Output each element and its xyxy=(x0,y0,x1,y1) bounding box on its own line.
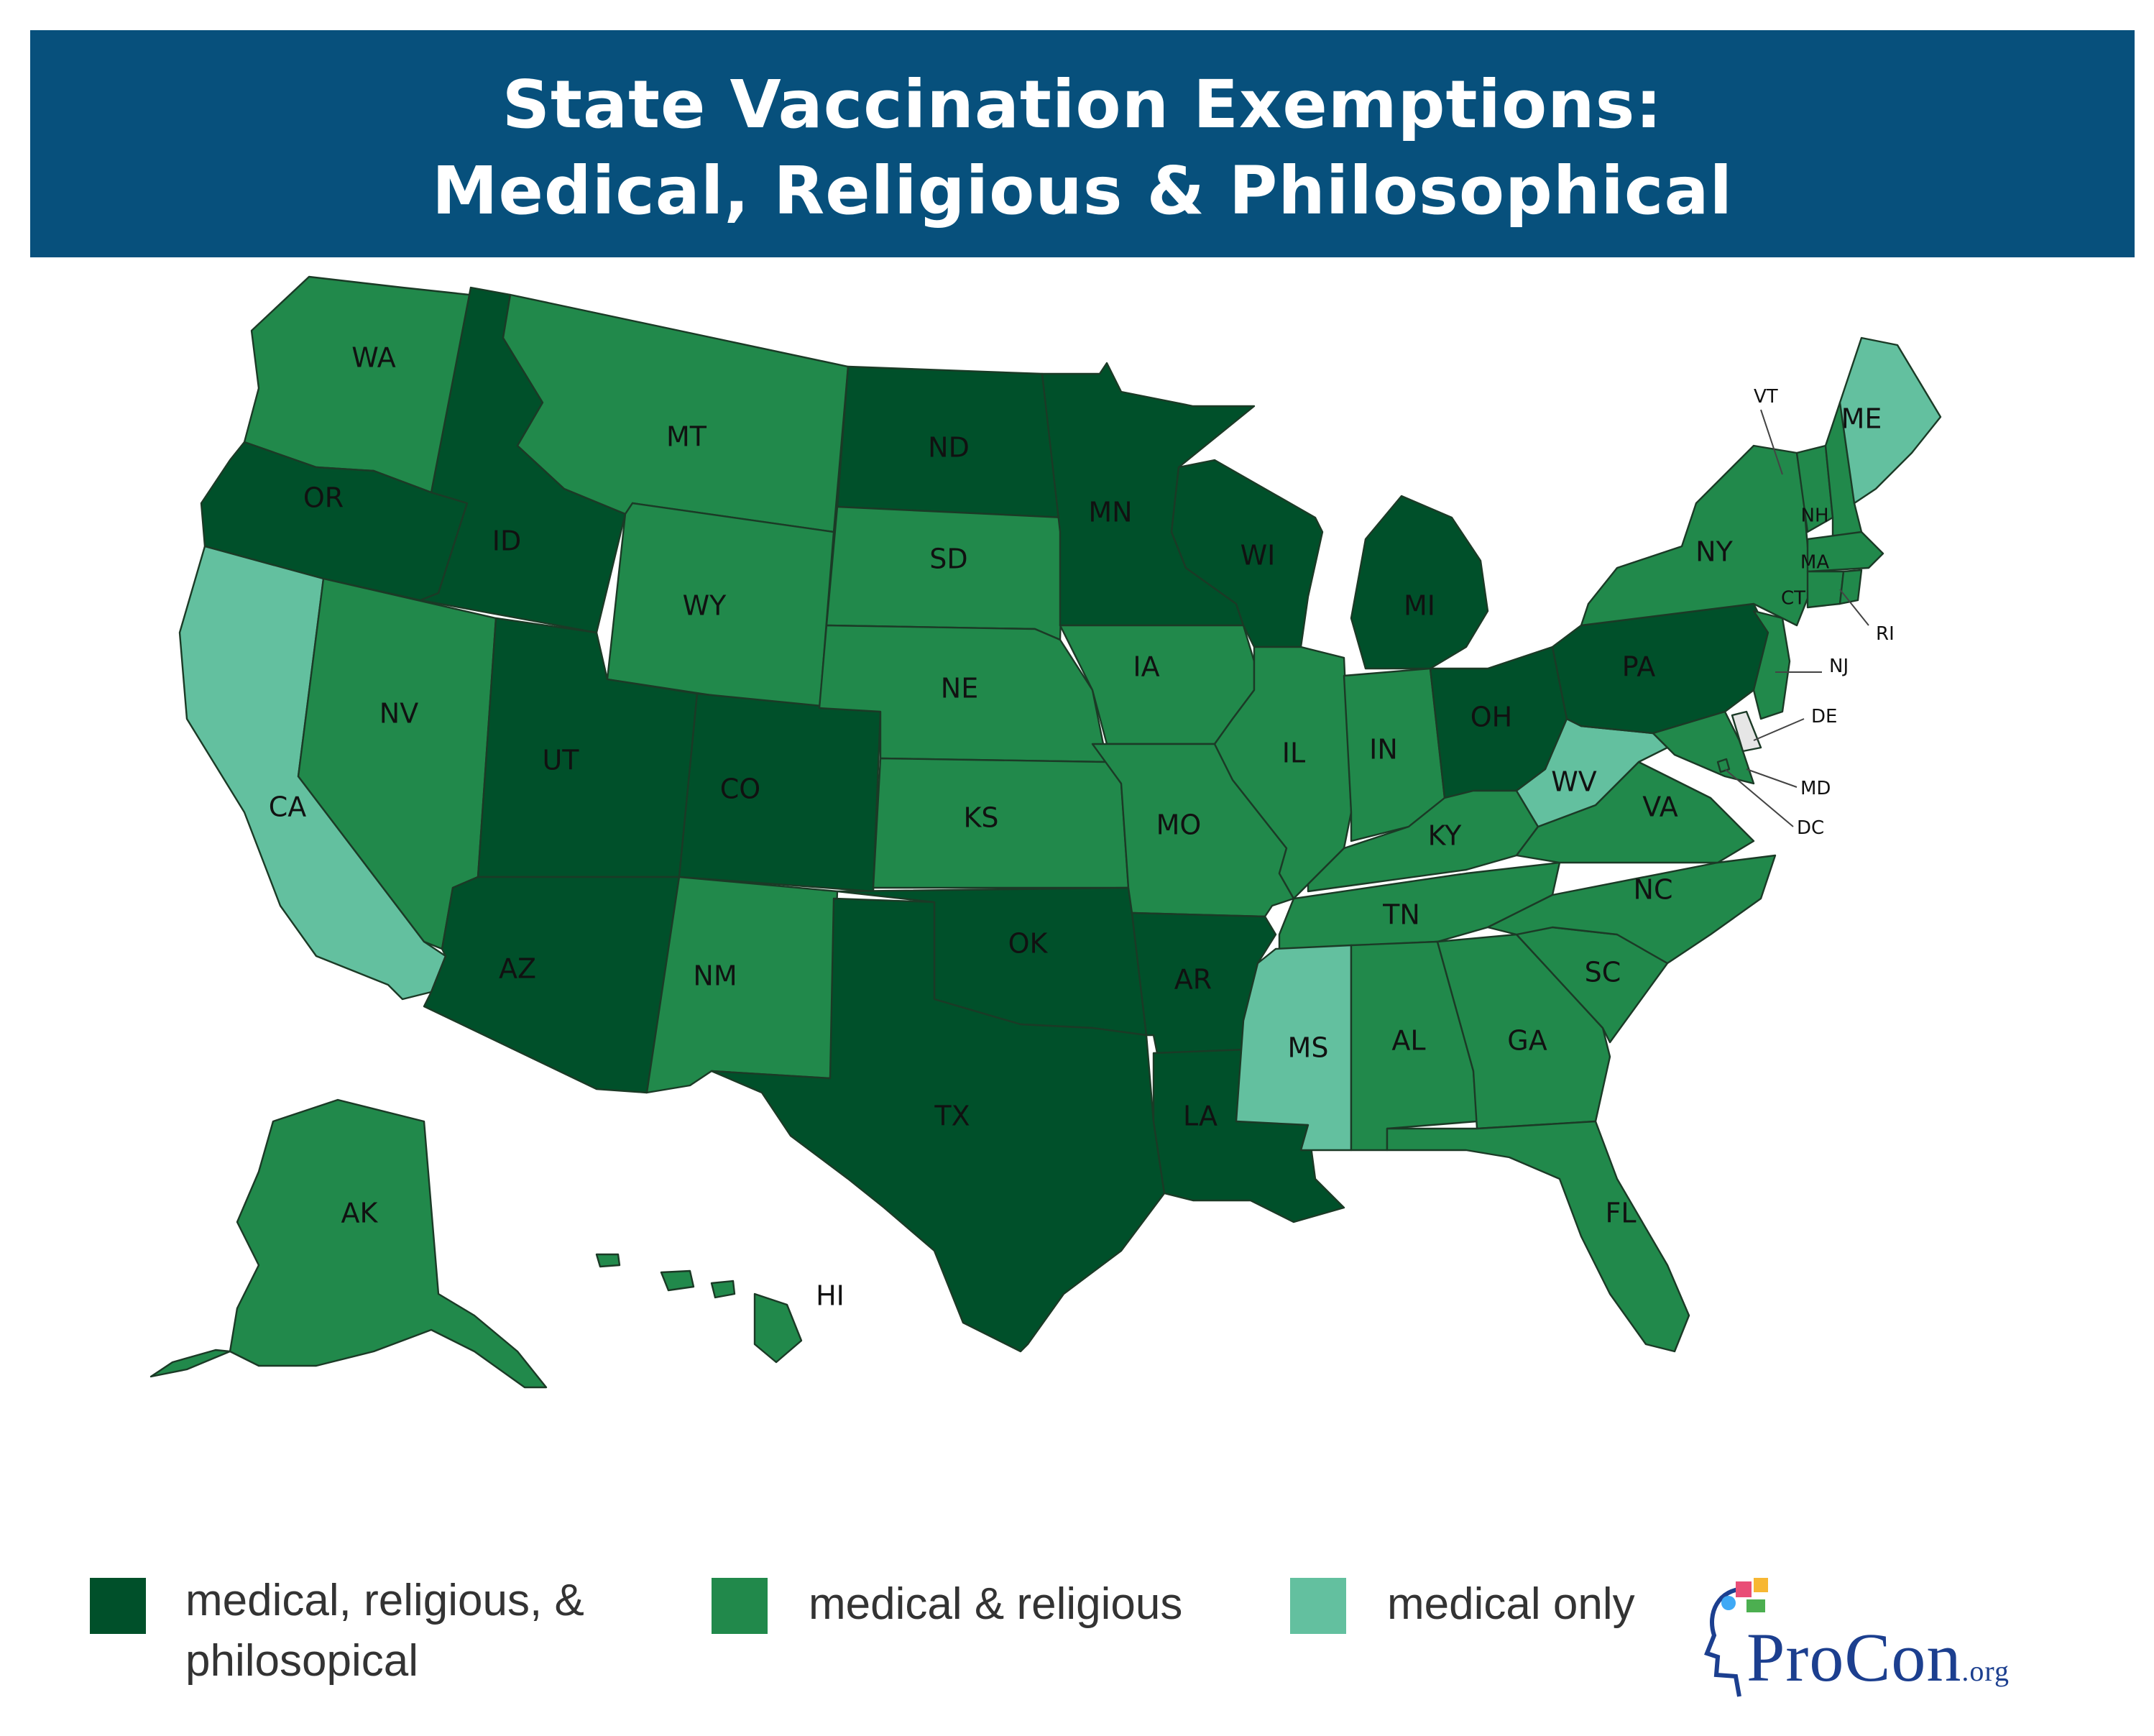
state-dc[interactable] xyxy=(1716,758,1731,773)
legend-label-medical-only: medical only xyxy=(1387,1579,1635,1629)
label-wi: WI xyxy=(1241,540,1276,571)
procon-wordmark-suffix: .org xyxy=(1961,1655,2010,1687)
label-il: IL xyxy=(1282,738,1305,769)
label-de: DE xyxy=(1811,706,1837,727)
label-nm: NM xyxy=(693,960,737,992)
state-de[interactable] xyxy=(1731,710,1762,753)
state-nj[interactable] xyxy=(1752,610,1791,720)
label-ky: KY xyxy=(1428,820,1463,852)
label-va: VA xyxy=(1642,791,1678,823)
label-fl: FL xyxy=(1605,1198,1636,1229)
label-sd: SD xyxy=(929,543,967,575)
title-line-2: Medical, Religious & Philosophical xyxy=(431,152,1734,229)
label-mn: MN xyxy=(1088,497,1132,528)
legend-swatch-medical-religious xyxy=(712,1578,768,1634)
callout-lines xyxy=(1724,409,1869,827)
state-nc[interactable] xyxy=(1486,854,1777,965)
state-fl[interactable] xyxy=(1386,1120,1690,1353)
title-banner: State Vaccination Exemptions: Medical, R… xyxy=(30,30,2135,257)
label-ks: KS xyxy=(963,802,998,834)
label-ri: RI xyxy=(1876,623,1895,645)
label-mi: MI xyxy=(1404,590,1435,622)
label-hi: HI xyxy=(816,1280,844,1312)
label-nv: NV xyxy=(379,698,418,730)
label-nd: ND xyxy=(928,432,970,464)
label-co: CO xyxy=(720,773,760,805)
label-wv: WV xyxy=(1551,766,1597,798)
legend-label-line-2: philosopical xyxy=(185,1636,418,1686)
state-hi-islands xyxy=(595,1253,736,1299)
state-hi[interactable] xyxy=(753,1292,803,1364)
label-nc: NC xyxy=(1634,874,1673,906)
label-wa: WA xyxy=(351,342,396,374)
state-ks[interactable] xyxy=(872,757,1130,889)
label-ga: GA xyxy=(1507,1025,1547,1057)
label-ms: MS xyxy=(1288,1032,1329,1064)
label-mt: MT xyxy=(666,421,707,453)
label-tx: TX xyxy=(934,1101,970,1132)
state-ma[interactable] xyxy=(1806,531,1884,573)
procon-logo: ProCon.org xyxy=(1696,1574,2099,1704)
label-in: IN xyxy=(1369,734,1398,766)
state-nm[interactable] xyxy=(645,876,839,1094)
legend-label-medical-religious-philosophical: medical, religious, & philosopical xyxy=(185,1571,584,1691)
label-ca: CA xyxy=(269,791,307,823)
label-al: AL xyxy=(1391,1025,1425,1057)
label-ny: NY xyxy=(1695,536,1733,568)
label-ut: UT xyxy=(542,745,579,776)
label-dc: DC xyxy=(1797,817,1824,839)
label-or: OR xyxy=(303,482,344,514)
legend-label-medical-religious: medical & religious xyxy=(809,1579,1183,1629)
state-ri[interactable] xyxy=(1838,569,1863,605)
label-la: LA xyxy=(1183,1101,1218,1132)
legend-label-line-1: medical, religious, & xyxy=(185,1576,584,1625)
procon-wordmark: ProCon.org xyxy=(1746,1617,2010,1697)
state-ct[interactable] xyxy=(1806,570,1845,609)
label-ak: AK xyxy=(341,1198,379,1229)
state-ak[interactable] xyxy=(229,1098,548,1389)
label-pa: PA xyxy=(1622,651,1655,683)
label-ct: CT xyxy=(1781,588,1805,610)
label-nj: NJ xyxy=(1829,656,1849,677)
label-tn: TN xyxy=(1382,899,1420,931)
state-labels: WA OR CA ID NV MT WY UT AZ CO NM ND SD N… xyxy=(269,342,1895,1312)
legend-swatch-medical-religious-philosophical xyxy=(90,1578,146,1634)
state-ak-peninsula xyxy=(149,1349,231,1378)
label-ar: AR xyxy=(1174,964,1212,996)
title-line-1: State Vaccination Exemptions: xyxy=(502,66,1663,143)
state-co[interactable] xyxy=(678,692,882,893)
label-vt: VT xyxy=(1754,386,1778,408)
label-ia: IA xyxy=(1133,651,1159,683)
label-ma: MA xyxy=(1800,552,1829,574)
state-tx[interactable] xyxy=(710,897,1166,1353)
legend-swatch-medical-only xyxy=(1290,1578,1346,1634)
label-ne: NE xyxy=(941,673,978,704)
label-oh: OH xyxy=(1470,702,1512,733)
procon-head-logo-icon xyxy=(1704,1578,1768,1697)
label-wy: WY xyxy=(683,590,727,622)
label-sc: SC xyxy=(1585,957,1621,988)
label-mo: MO xyxy=(1156,809,1202,841)
state-wi[interactable] xyxy=(1170,459,1324,648)
procon-wordmark-main: ProCon xyxy=(1746,1619,1962,1696)
label-me: ME xyxy=(1841,403,1882,435)
label-nh: NH xyxy=(1801,505,1829,527)
state-me[interactable] xyxy=(1838,336,1942,505)
label-id: ID xyxy=(492,525,521,557)
label-md: MD xyxy=(1800,778,1831,799)
label-az: AZ xyxy=(499,953,536,985)
state-az[interactable] xyxy=(423,876,681,1094)
label-ok: OK xyxy=(1008,928,1049,960)
state-mi[interactable] xyxy=(1350,495,1489,670)
